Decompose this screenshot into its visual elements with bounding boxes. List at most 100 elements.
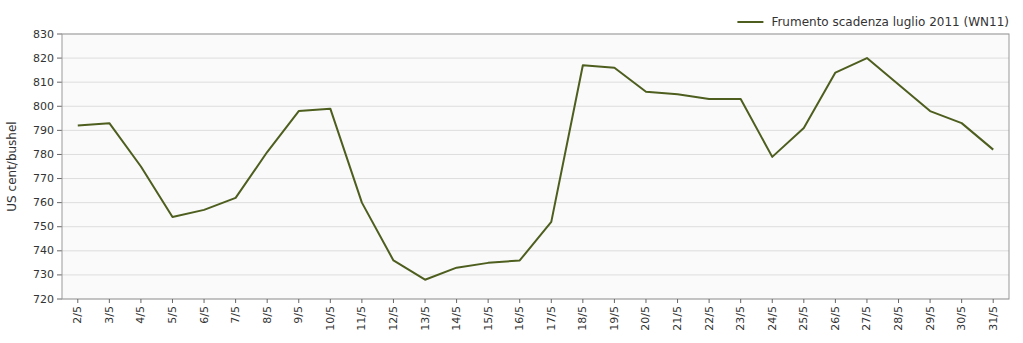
x-tick-label: 24/5: [766, 306, 779, 331]
legend: Frumento scadenza luglio 2011 (WN11): [737, 15, 1009, 29]
x-tick: [930, 299, 931, 303]
y-tick: [57, 82, 62, 83]
x-tick-label: 2/5: [71, 306, 84, 324]
x-tick-label: 3/5: [103, 306, 116, 324]
x-tick-label: 18/5: [576, 306, 589, 331]
y-tick: [57, 274, 62, 275]
y-tick: [57, 106, 62, 107]
x-tick: [898, 299, 899, 303]
x-tick: [488, 299, 489, 303]
x-tick: [109, 299, 110, 303]
x-tick: [172, 299, 173, 303]
y-tick-label: 800: [33, 100, 54, 113]
y-tick: [57, 178, 62, 179]
x-tick-label: 7/5: [229, 306, 242, 324]
x-tick-label: 5/5: [166, 306, 179, 324]
x-tick-label: 25/5: [797, 306, 810, 331]
y-tick: [57, 299, 62, 300]
x-tick-label: 12/5: [387, 306, 400, 331]
y-tick-label: 820: [33, 52, 54, 65]
x-tick: [835, 299, 836, 303]
x-tick: [866, 299, 867, 303]
y-tick: [57, 202, 62, 203]
x-tick-label: 13/5: [419, 306, 432, 331]
x-tick-label: 9/5: [292, 306, 305, 324]
x-tick-label: 26/5: [829, 306, 842, 331]
y-tick: [57, 130, 62, 131]
x-tick: [740, 299, 741, 303]
x-tick-label: 29/5: [924, 306, 937, 331]
grid-line: [62, 130, 1009, 131]
x-tick: [77, 299, 78, 303]
y-axis-label: US cent/bushel: [5, 121, 19, 211]
x-tick: [677, 299, 678, 303]
x-tick: [235, 299, 236, 303]
x-tick-label: 27/5: [860, 306, 873, 331]
x-tick: [425, 299, 426, 303]
x-tick-label: 23/5: [734, 306, 747, 331]
x-tick: [582, 299, 583, 303]
legend-label: Frumento scadenza luglio 2011 (WN11): [771, 15, 1009, 29]
x-tick: [961, 299, 962, 303]
y-tick: [57, 250, 62, 251]
y-tick-label: 830: [33, 28, 54, 41]
x-tick-label: 21/5: [671, 306, 684, 331]
x-tick: [551, 299, 552, 303]
y-tick-label: 810: [33, 76, 54, 89]
x-tick-label: 15/5: [482, 306, 495, 331]
grid-line: [62, 82, 1009, 83]
x-tick: [519, 299, 520, 303]
y-tick: [57, 34, 62, 35]
x-tick-label: 31/5: [987, 306, 1000, 331]
x-tick: [803, 299, 804, 303]
x-tick-label: 22/5: [703, 306, 716, 331]
grid-line: [62, 154, 1009, 155]
y-tick-label: 790: [33, 124, 54, 137]
x-tick: [330, 299, 331, 303]
grid-line: [62, 202, 1009, 203]
chart: 720 730 740 750 760 770 780 790 800 810 820 830 2/5 3…: [0, 0, 1023, 343]
line: [78, 58, 993, 280]
x-tick: [772, 299, 773, 303]
series-group: [78, 58, 993, 280]
x-tick: [709, 299, 710, 303]
x-tick-label: 11/5: [355, 306, 368, 331]
y-tick: [57, 154, 62, 155]
x-tick: [393, 299, 394, 303]
grid-line: [62, 106, 1009, 107]
plot-frame: [62, 34, 1009, 299]
y-tick-label: 720: [33, 293, 54, 306]
x-tick-label: 14/5: [450, 306, 463, 331]
x-tick: [993, 299, 994, 303]
x-tick: [140, 299, 141, 303]
x-tick-label: 19/5: [608, 306, 621, 331]
x-tick-label: 10/5: [324, 306, 337, 331]
x-tick-label: 16/5: [513, 306, 526, 331]
y-tick: [57, 226, 62, 227]
y-tick: [57, 58, 62, 59]
x-tick: [614, 299, 615, 303]
x-tick-label: 20/5: [639, 306, 652, 331]
y-tick-label: 760: [33, 196, 54, 209]
x-tick-label: 28/5: [892, 306, 905, 331]
x-tick-label: 6/5: [198, 306, 211, 324]
x-tick: [267, 299, 268, 303]
grid-line: [62, 274, 1009, 275]
x-tick: [204, 299, 205, 303]
grid-line: [62, 226, 1009, 227]
y-tick-label: 780: [33, 148, 54, 161]
grid-line: [62, 178, 1009, 179]
plot-area: [62, 34, 1009, 299]
x-tick-label: 30/5: [955, 306, 968, 331]
x-tick: [361, 299, 362, 303]
y-tick-label: 740: [33, 244, 54, 257]
x-tick-label: 8/5: [261, 306, 274, 324]
x-tick: [298, 299, 299, 303]
y-tick-label: 730: [33, 268, 54, 281]
y-tick-label: 770: [33, 172, 54, 185]
y-tick-label: 750: [33, 220, 54, 233]
x-tick: [456, 299, 457, 303]
x-tick-label: 17/5: [545, 306, 558, 331]
legend-swatch: [737, 21, 763, 23]
x-tick-label: 4/5: [134, 306, 147, 324]
